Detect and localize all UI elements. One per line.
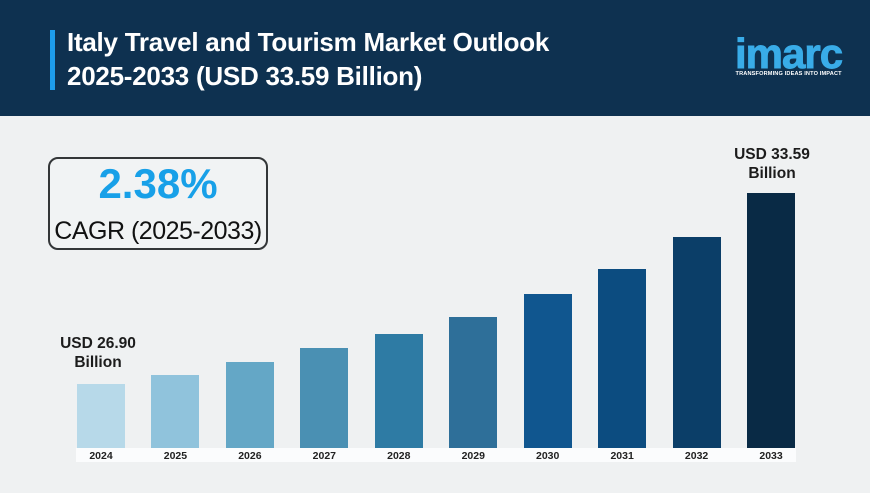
bar-2031 xyxy=(598,268,647,448)
cagr-label: CAGR (2025-2033) xyxy=(54,217,262,245)
first-bar-value-label: USD 26.90 Billion xyxy=(28,334,168,372)
bar-2029 xyxy=(449,316,498,448)
first-bar-value-line1: USD 26.90 xyxy=(60,335,136,352)
x-label-2033: 2033 xyxy=(759,450,783,462)
imarc-logo-text: imarc xyxy=(735,29,844,77)
imarc-logo: imarc TRANSFORMING IDEAS INTO IMPACT xyxy=(735,29,855,78)
x-label-2027: 2027 xyxy=(312,450,337,462)
bar-2033 xyxy=(747,193,796,448)
chart-title-line1: Italy Travel and Tourism Market Outlook xyxy=(67,27,550,57)
first-bar-value-line2: Billion xyxy=(74,354,122,371)
x-label-2024: 2024 xyxy=(89,450,113,462)
x-axis-band xyxy=(76,448,796,462)
bar-2032 xyxy=(672,237,721,448)
x-label-2025: 2025 xyxy=(163,450,188,462)
last-bar-value-line1: USD 33.59 xyxy=(734,146,810,163)
chart-title: Italy Travel and Tourism Market Outlook … xyxy=(67,25,549,93)
x-label-2031: 2031 xyxy=(610,450,634,462)
cagr-value: 2.38% xyxy=(98,160,218,207)
cagr-box: 2.38% CAGR (2025-2033) xyxy=(48,157,268,250)
bar-2025 xyxy=(151,375,200,448)
bar-2030 xyxy=(523,294,572,448)
bar-2027 xyxy=(300,348,349,448)
x-label-2032: 2032 xyxy=(684,450,709,462)
imarc-logo-tagline: TRANSFORMING IDEAS INTO IMPACT xyxy=(735,71,842,78)
chart-title-line2: 2025-2033 (USD 33.59 Billion) xyxy=(67,61,423,91)
title-accent-bar xyxy=(50,30,55,90)
bar-2028 xyxy=(374,333,423,448)
x-label-2030: 2030 xyxy=(536,450,560,462)
x-label-2029: 2029 xyxy=(461,450,485,462)
header-banner: Italy Travel and Tourism Market Outlook … xyxy=(0,0,870,116)
x-label-2028: 2028 xyxy=(387,450,411,462)
bar-2026 xyxy=(225,362,274,448)
last-bar-value-line2: Billion xyxy=(748,165,796,182)
bar-2024 xyxy=(77,383,125,448)
last-bar-value-label: USD 33.59 Billion xyxy=(702,145,842,183)
x-label-2026: 2026 xyxy=(238,450,262,462)
